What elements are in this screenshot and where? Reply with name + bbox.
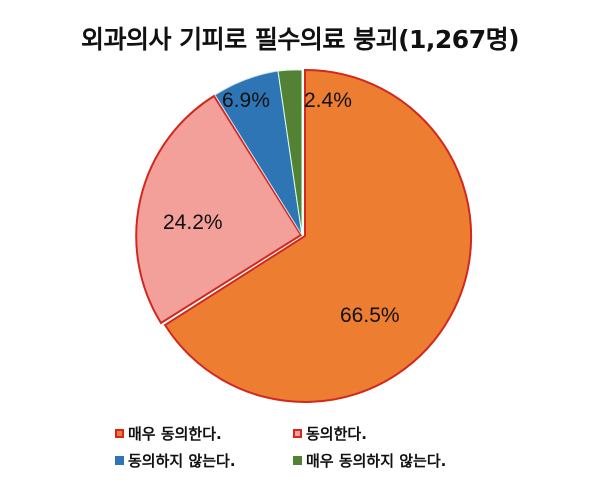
legend-label: 매우 동의하지 않는다. [306, 452, 447, 470]
legend-swatch-icon [293, 456, 302, 465]
legend-label: 매우 동의한다. [128, 425, 222, 443]
label-disagree: 6.9% [222, 89, 270, 112]
label-agree: 24.2% [163, 211, 223, 234]
slice-agree [135, 94, 303, 325]
label-strongly-agree: 66.5% [340, 304, 400, 327]
chart-title: 외과의사 기피로 필수의료 붕괴(1,267명) [80, 25, 520, 54]
slice-strongly-agree [163, 68, 473, 403]
legend-label: 동의한다. [306, 425, 367, 443]
slice-strongly-disagree [277, 69, 303, 236]
legend-label: 동의하지 않는다. [128, 452, 236, 470]
legend-item-agree: 동의한다. [293, 423, 367, 444]
legend-swatch-icon [115, 429, 124, 438]
legend-item-disagree: 동의하지 않는다. [115, 450, 236, 471]
legend-item-strongly-disagree: 매우 동의하지 않는다. [293, 450, 446, 471]
legend-swatch-icon [115, 456, 124, 465]
label-strongly-disagree: 2.4% [304, 89, 352, 112]
legend-item-strongly-agree: 매우 동의한다. [115, 423, 222, 444]
legend-swatch-icon [293, 429, 302, 438]
